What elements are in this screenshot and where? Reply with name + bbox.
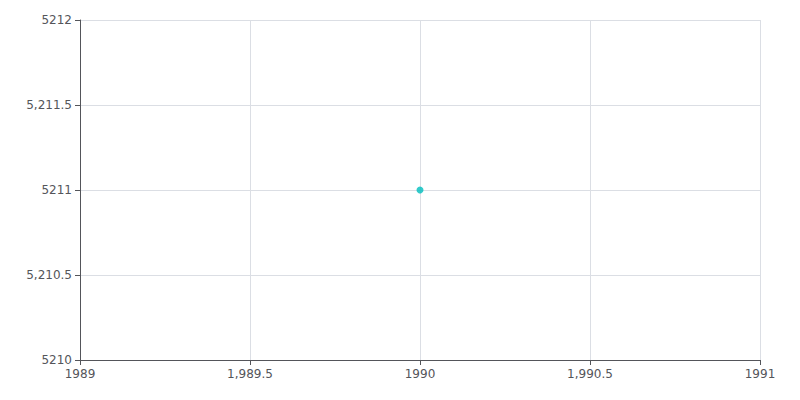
svg-text:5,211.5: 5,211.5 bbox=[26, 98, 72, 112]
svg-text:5210: 5210 bbox=[41, 353, 72, 367]
svg-text:1,989.5: 1,989.5 bbox=[227, 367, 273, 381]
svg-text:1,990.5: 1,990.5 bbox=[567, 367, 613, 381]
svg-text:5,210.5: 5,210.5 bbox=[26, 268, 72, 282]
svg-text:1991: 1991 bbox=[745, 367, 776, 381]
svg-text:1989: 1989 bbox=[65, 367, 96, 381]
svg-text:5212: 5212 bbox=[41, 13, 72, 27]
svg-text:5211: 5211 bbox=[41, 183, 72, 197]
svg-text:1990: 1990 bbox=[405, 367, 436, 381]
